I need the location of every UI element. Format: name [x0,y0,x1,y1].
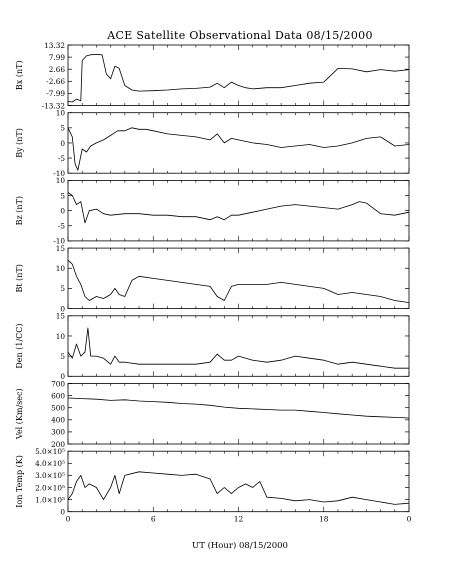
y-tick-label: 600 [51,391,65,400]
y-tick-label: 4.0×10⁵ [35,459,65,468]
y-axis-label: By (nT) [15,128,24,158]
panel-4: 15 10 5 0 Bt (nT) [15,244,410,313]
y-tick-label: 5 [60,124,65,133]
y-tick-label: 10 [56,264,66,273]
series-line [67,192,410,224]
series-line [67,54,410,103]
y-tick-label: 7.99 [49,53,66,62]
panel-frame [67,450,410,513]
series-line [67,127,410,171]
y-tick-label: 400 [51,416,65,425]
y-tick-label: 0 [60,139,65,148]
y-tick-label: 10 [56,176,66,185]
x-tick-label: 0 [66,515,71,524]
y-axis-label: Den (1/CC) [15,323,24,368]
y-tick-label: 700 [51,379,65,388]
y-tick-label: 10 [56,109,66,118]
y-tick-label: -7.99 [46,89,65,98]
series-line [67,259,410,303]
panel-frame [67,315,410,377]
x-tick-label: 6 [151,515,156,524]
panel-frame [67,179,410,242]
y-tick-label: 5.0×10⁵ [35,447,65,456]
y-tick-label: 3.0×10⁵ [35,471,65,480]
y-tick-label: 0 [60,206,65,215]
panel-frame [67,44,410,106]
y-tick-label: 0 [60,372,65,381]
y-tick-label: 2.66 [49,65,66,74]
y-tick-label: 5 [60,191,65,200]
panel-3: 10 5 0 -5 -10 Bz (nT) [15,176,410,246]
y-axis-label: Bz (nT) [15,196,24,225]
chart-title: ACE Satellite Observational Data 08/15/2… [107,29,373,42]
y-axis-label: Ion Temp (K) [15,455,24,508]
panel-2: 10 5 0 -5 -10 By (nT) [15,109,410,178]
y-tick-label: 0 [60,304,65,313]
y-tick-label: 15 [56,244,66,253]
y-tick-label: -10 [53,237,65,246]
panel-frame [67,383,410,445]
y-axis-label: Bx (nT) [15,60,24,90]
panel-frame [67,247,410,310]
y-tick-label: -5 [58,222,65,231]
y-tick-label: 200 [51,440,65,449]
x-tick-label: 18 [319,515,329,524]
x-tick-label: 12 [234,515,244,524]
x-tick-label: 0 [407,515,412,524]
y-tick-label: 10 [56,332,66,341]
y-axis-label: Vel (Km/sec) [15,388,24,440]
y-tick-label: 2.0×10⁵ [35,483,65,492]
y-tick-label: 15 [56,312,66,321]
y-tick-label: 5 [60,284,65,293]
y-tick-label: 13.32 [44,41,65,50]
y-tick-label: 1.0×10⁵ [35,495,65,504]
panel-frame [67,112,410,174]
series-line [67,327,409,369]
y-tick-label: -5 [58,154,65,163]
y-tick-label: 300 [51,428,65,437]
panel-5: 15 10 5 0 Den (1/CC) [15,312,410,381]
panel-6: 700 600 500 400 300 200 Vel (Km/sec) [15,379,410,449]
x-axis-label: UT (Hour) 08/15/2000 [192,541,288,551]
y-tick-label: -2.66 [46,77,65,86]
y-tick-label: 5 [60,352,65,361]
panel-1: 13.32 7.99 2.66 -2.66 -7.99 -13.32 Bx (nT) [15,41,410,110]
y-tick-label: -10 [53,169,65,178]
panel-7: 5.0×10⁵ 4.0×10⁵ 3.0×10⁵ 2.0×10⁵ 1.0×10⁵ 0 Ion … [15,447,412,524]
series-line [67,397,410,419]
y-tick-label: -13.32 [42,101,65,110]
y-axis-label: Bt (nT) [15,264,24,292]
series-line [67,471,410,505]
y-tick-label: 500 [51,404,65,413]
y-tick-label: 0 [60,508,65,517]
